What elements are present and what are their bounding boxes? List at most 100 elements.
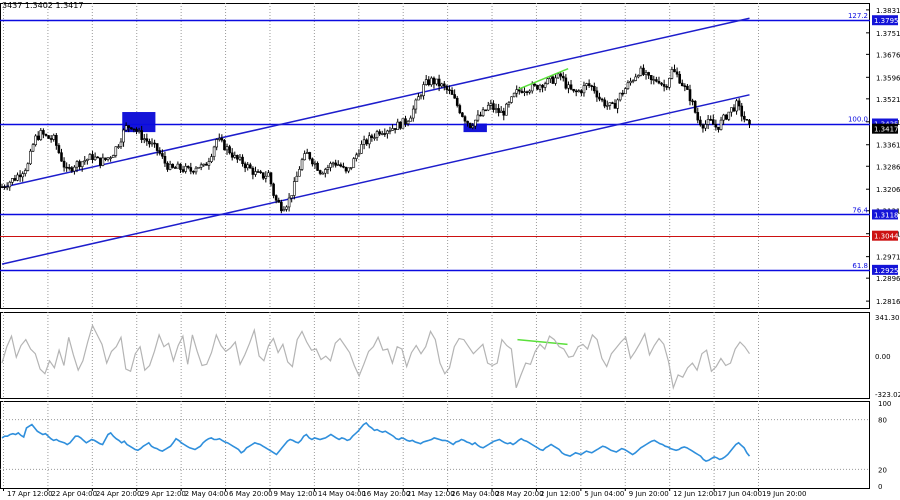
candle-body [80, 161, 84, 167]
candle-body [285, 206, 288, 210]
candle-body [339, 164, 343, 167]
candle-body [132, 128, 136, 131]
candle-body [246, 164, 250, 169]
candle-body [269, 172, 273, 185]
candle-body [44, 133, 48, 136]
time-label: 28 May 20:00 [496, 490, 544, 498]
candle-body [251, 167, 255, 175]
candle-body [324, 169, 327, 174]
candles [0, 64, 751, 214]
candle-body [388, 130, 392, 132]
candle-body [225, 146, 229, 151]
price-levels [0, 19, 870, 272]
candle-body [380, 133, 384, 135]
panel-frame-2 [0, 401, 870, 489]
candle-body [510, 96, 513, 103]
candle-body [670, 69, 674, 79]
candle-body [737, 100, 741, 107]
candle-body [636, 75, 640, 78]
price-tick-label: 1.2896 [876, 275, 900, 283]
candle-body [481, 109, 485, 116]
candle-body [238, 156, 242, 160]
candle-body [49, 138, 53, 140]
candle-body [414, 99, 418, 110]
candle-body [83, 160, 87, 163]
candle-body [137, 130, 141, 132]
price-tick-label: 1.3206 [876, 186, 900, 194]
candle-body [199, 164, 203, 168]
candle-body [523, 91, 526, 93]
candle-body [730, 107, 733, 113]
candle-body [11, 178, 14, 183]
rsi-tick-label: 80 [878, 417, 887, 425]
candle-body [130, 127, 133, 130]
candle-body [603, 99, 606, 107]
candle-body [171, 163, 175, 168]
level-prefix-label: 100.0 [848, 116, 868, 124]
candle-body [673, 69, 676, 73]
candle-body [308, 152, 312, 160]
candle-body [367, 135, 371, 145]
candle-body [727, 111, 731, 120]
candle-body [91, 154, 94, 160]
candle-body [724, 114, 728, 120]
candle-body [176, 163, 180, 169]
candle-body [680, 82, 684, 87]
candle-body [280, 202, 283, 212]
divergence-lines [517, 68, 569, 346]
candle-body [520, 90, 524, 93]
candle-body [580, 90, 583, 94]
candle-body [621, 92, 625, 95]
time-label: 2 May 04:00 [185, 490, 229, 498]
candle-body [75, 161, 79, 168]
candle-body [466, 120, 469, 124]
candle-body [567, 84, 570, 89]
candle-body [497, 108, 500, 113]
level-prefix-label: 76.4 [852, 206, 868, 214]
candle-body [109, 157, 112, 159]
candle-body [745, 119, 749, 121]
candle-body [688, 89, 692, 102]
candle-body [36, 135, 40, 140]
candle-body [104, 157, 107, 160]
candle-body [644, 72, 648, 75]
cci-line [1, 323, 750, 391]
candle-body [31, 144, 35, 152]
candle-body [515, 89, 519, 94]
level-price-box [872, 264, 898, 275]
candle-body [629, 80, 632, 84]
candle-body [399, 121, 402, 129]
candle-body [313, 162, 317, 165]
candle-body [502, 110, 506, 116]
candle-body [675, 71, 679, 75]
candle-body [321, 172, 325, 175]
candle-body [574, 90, 578, 93]
candle-body [336, 164, 340, 166]
candle-body [665, 86, 669, 88]
candle-body [287, 197, 291, 208]
candle-body [365, 139, 368, 145]
price-tick-label: 1.2816 [876, 298, 900, 306]
candle-body [611, 102, 614, 104]
candle-body [150, 142, 154, 145]
candle-body [153, 142, 156, 145]
candle-body [463, 116, 467, 122]
time-label: 5 Jun 04:00 [584, 490, 624, 498]
candle-body [538, 84, 542, 90]
time-label: 22 Apr 04:00 [51, 490, 97, 498]
candle-body [432, 77, 436, 85]
highlight-zone [122, 112, 156, 133]
candle-body [360, 144, 363, 154]
candle-body [3, 186, 6, 189]
candle-body [205, 163, 208, 166]
candle-body [184, 165, 187, 172]
candle-body [722, 114, 725, 121]
candle-body [709, 119, 713, 121]
candle-body [631, 80, 635, 82]
candle-body [391, 128, 394, 131]
candle-body [168, 163, 172, 170]
candle-body [119, 141, 123, 147]
candle-body [16, 174, 19, 181]
